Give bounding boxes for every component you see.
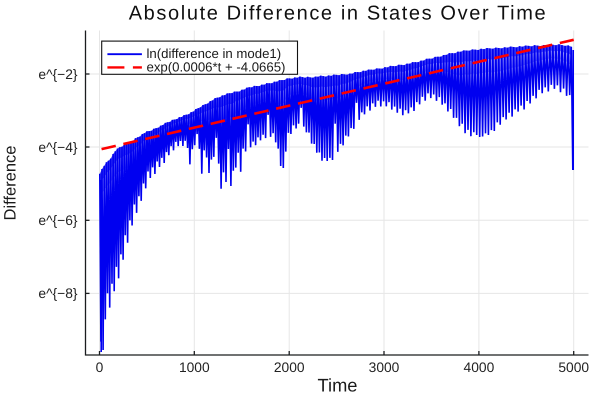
svg-text:Absolute Difference in States: Absolute Difference in States Over Time — [129, 3, 548, 25]
svg-text:exp(0.0006*t + -4.0665): exp(0.0006*t + -4.0665) — [147, 60, 286, 75]
svg-text:e^{−4}: e^{−4} — [38, 140, 77, 155]
svg-text:e^{−8}: e^{−8} — [38, 286, 77, 301]
svg-text:Difference: Difference — [2, 146, 20, 221]
svg-text:ln(difference in mode1): ln(difference in mode1) — [147, 46, 282, 61]
svg-text:2000: 2000 — [274, 360, 305, 375]
svg-text:4000: 4000 — [464, 360, 495, 375]
svg-text:e^{−6}: e^{−6} — [38, 213, 77, 228]
svg-text:0: 0 — [96, 360, 104, 375]
svg-text:1000: 1000 — [179, 360, 210, 375]
svg-text:Time: Time — [318, 375, 358, 396]
svg-text:3000: 3000 — [369, 360, 400, 375]
svg-text:e^{−2}: e^{−2} — [38, 67, 77, 82]
svg-text:5000: 5000 — [558, 360, 589, 375]
